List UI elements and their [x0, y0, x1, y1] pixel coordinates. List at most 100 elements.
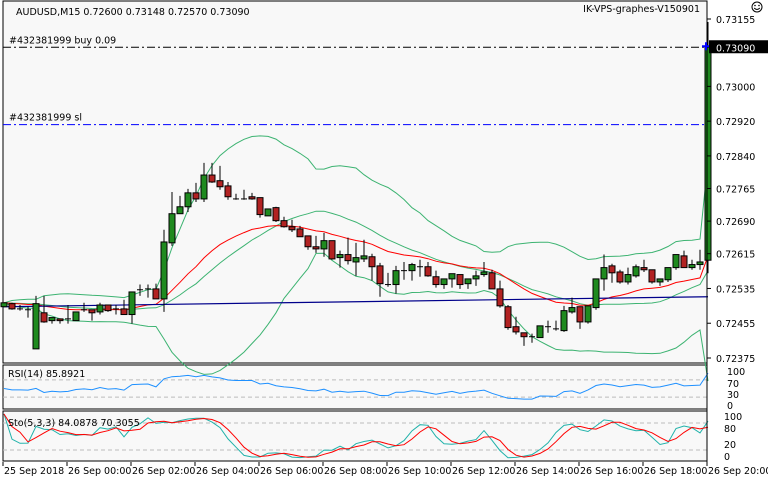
candle — [0, 302, 8, 308]
candle — [233, 193, 239, 200]
candle-body — [632, 266, 640, 277]
candle — [584, 305, 592, 324]
candle — [472, 270, 480, 286]
candle — [32, 295, 40, 350]
candle-body — [696, 261, 704, 266]
candle — [328, 240, 336, 260]
candle — [688, 259, 696, 270]
candle — [320, 232, 328, 257]
time-tick-label: 26 Sep 00:00 — [68, 466, 131, 477]
candle-body — [536, 325, 544, 339]
candle-body — [600, 267, 608, 280]
rsi-label: RSI(14) 85.8921 — [8, 369, 85, 380]
candle — [536, 325, 544, 339]
candle — [376, 262, 384, 297]
candle — [168, 191, 176, 246]
candle-body — [152, 288, 160, 300]
candle — [417, 259, 423, 277]
candle-body — [376, 265, 384, 285]
candle-body — [128, 291, 136, 316]
candle-body — [480, 271, 488, 276]
symbol-info: AUDUSD,M15 0.72600 0.73148 0.72570 0.730… — [16, 7, 250, 18]
candle — [128, 291, 136, 324]
candle — [529, 333, 535, 343]
candle-body — [608, 265, 616, 274]
candle — [248, 192, 256, 200]
candle-body — [368, 256, 376, 268]
candle — [448, 273, 456, 288]
candle — [272, 206, 280, 222]
candle-body — [224, 185, 232, 198]
stochastic-panel[interactable] — [2, 410, 708, 462]
rsi-axis-label: 0 — [727, 401, 733, 412]
candle — [576, 306, 584, 329]
slow-moving-average — [2, 296, 709, 308]
candle — [208, 162, 216, 183]
candle — [200, 162, 208, 202]
candle-body — [664, 267, 672, 281]
candle — [480, 261, 488, 277]
candle — [241, 189, 247, 200]
candle — [88, 309, 96, 321]
main-price-panel[interactable] — [2, 0, 708, 364]
stop-loss-label: #432381999 sl — [9, 113, 82, 124]
candle-body — [104, 304, 112, 312]
candle — [40, 295, 48, 323]
candle-body — [120, 308, 128, 316]
time-tick-label: 26 Sep 02:00 — [132, 466, 195, 477]
candle — [352, 242, 360, 276]
candle-body — [72, 311, 80, 322]
candle — [137, 284, 143, 296]
price-tick-label: 0.72690 — [716, 217, 755, 228]
rsi-panel[interactable] — [2, 364, 708, 410]
candle-body — [648, 269, 656, 283]
candle — [25, 306, 31, 318]
candle-body — [328, 240, 336, 260]
candle-body — [704, 46, 712, 261]
candle-body — [584, 305, 592, 323]
candle-body — [216, 180, 224, 188]
candle — [256, 197, 264, 218]
candle — [72, 311, 80, 322]
candle-body — [8, 303, 16, 310]
price-tick-label: 0.72375 — [716, 354, 755, 365]
candle-body — [464, 278, 472, 285]
bollinger-lower-band — [3, 252, 709, 382]
candle-body — [680, 255, 688, 269]
candle — [624, 267, 632, 285]
candle-body — [264, 208, 272, 217]
candle — [264, 208, 272, 217]
candle — [120, 299, 128, 316]
price-tick-label: 0.73000 — [716, 82, 755, 93]
candle-body — [32, 303, 40, 350]
smiley-face-icon[interactable] — [751, 1, 763, 13]
candle — [65, 304, 71, 324]
candle — [608, 263, 616, 283]
candle — [104, 304, 112, 312]
candle — [520, 332, 528, 346]
time-tick-label: 26 Sep 08:00 — [324, 466, 387, 477]
candle-body — [672, 254, 680, 269]
candle — [696, 249, 704, 270]
candle-body — [656, 278, 664, 283]
candle — [664, 267, 672, 282]
candle — [568, 297, 576, 314]
candle — [224, 181, 232, 200]
candle-body — [344, 254, 352, 262]
candle — [632, 264, 640, 278]
candle — [504, 304, 512, 330]
stochastic-signal-line — [3, 413, 709, 458]
time-tick-label: 26 Sep 06:00 — [260, 466, 323, 477]
candle — [545, 320, 551, 333]
candle-body — [520, 332, 528, 338]
buy-arrow-icon — [702, 42, 710, 51]
time-tick-label: 26 Sep 04:00 — [196, 466, 259, 477]
candle — [553, 320, 559, 331]
candle-body — [360, 255, 368, 260]
candle-body — [592, 278, 600, 309]
candle-body — [560, 310, 568, 332]
